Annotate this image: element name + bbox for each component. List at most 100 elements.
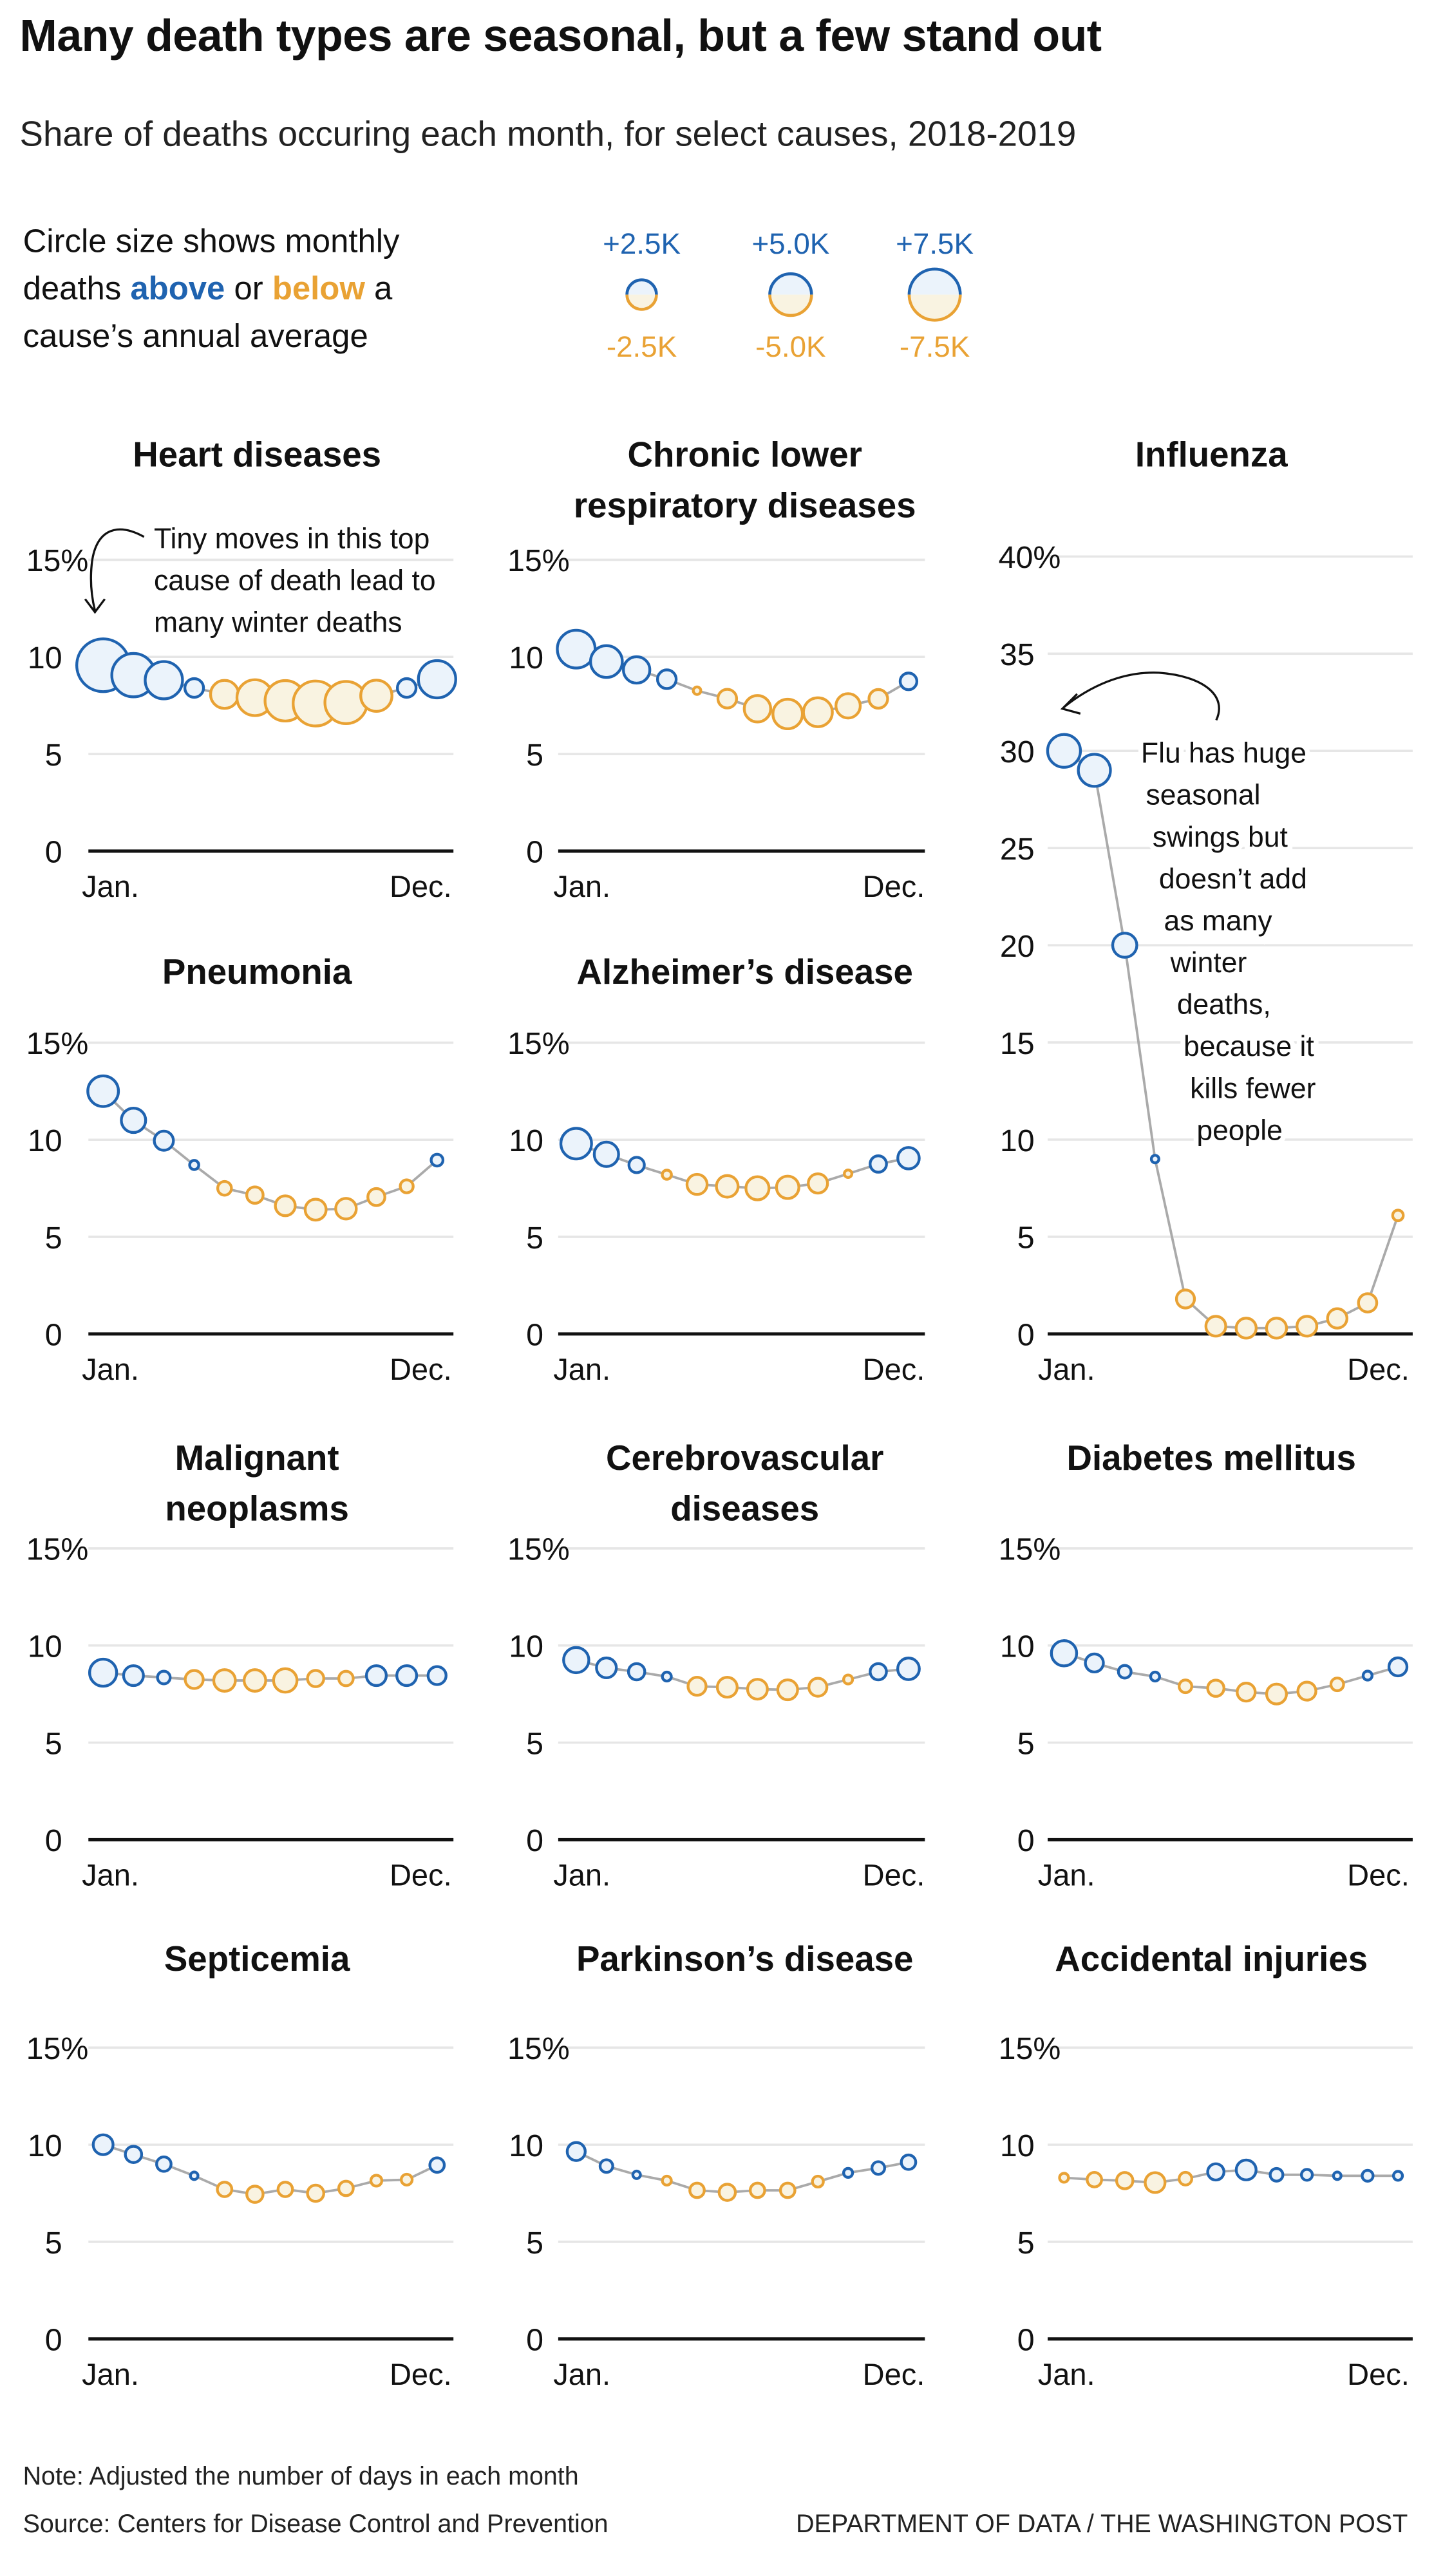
month-point-above — [1299, 2168, 1314, 2182]
month-point-above — [1149, 1670, 1161, 1683]
month-point-above — [122, 1664, 145, 1688]
month-point-below — [1265, 1682, 1288, 1706]
month-point-below — [746, 1678, 769, 1701]
y-tick-label: 0 — [1017, 2323, 1035, 2358]
month-point-below — [688, 2181, 706, 2199]
x-tick-label: Jan. — [553, 1352, 610, 1386]
y-tick-label: 5 — [526, 738, 543, 773]
legend-below-half — [769, 294, 812, 315]
annotation-text: doesn’t add — [1159, 863, 1307, 895]
legend-size-circle — [907, 267, 962, 322]
panel-title: Malignant — [175, 1438, 339, 1478]
panel-title: neoplasms — [165, 1489, 348, 1528]
y-tick-label: 10 — [1000, 2129, 1035, 2163]
y-tick-label: 40% — [999, 540, 1061, 575]
y-tick-label: 0 — [45, 835, 62, 870]
x-tick-label: Dec. — [1347, 1858, 1410, 1892]
y-tick-label: 10 — [1000, 1630, 1035, 1664]
month-point-below — [742, 694, 772, 724]
y-tick-label: 15% — [507, 1026, 570, 1061]
y-tick-label: 10 — [509, 1123, 543, 1158]
annotation-text: kills fewer — [1190, 1073, 1316, 1104]
month-point-above — [1269, 2167, 1285, 2183]
month-point-below — [1204, 1315, 1227, 1338]
month-point-above — [1206, 2162, 1225, 2182]
month-point-below — [245, 1185, 265, 1205]
month-point-above — [1117, 1664, 1133, 1680]
y-tick-label: 15% — [26, 1026, 89, 1061]
legend-above-label: +5.0K — [751, 227, 830, 261]
y-tick-label: 15% — [507, 2031, 570, 2066]
y-tick-label: 15 — [1000, 1026, 1035, 1061]
panel-influenza: Influenza 0 5 10 15 20 25 30 35 40% Jan. Dec. Flu ha… — [999, 435, 1413, 1386]
x-tick-label: Jan. — [553, 869, 610, 903]
legend-below-word: below — [272, 272, 365, 308]
annotation-text: deaths, — [1177, 989, 1271, 1020]
month-point-below — [1178, 1678, 1194, 1695]
x-tick-label: Jan. — [1038, 2357, 1095, 2391]
y-tick-label: 15% — [999, 2031, 1061, 2066]
y-tick-label: 15% — [999, 1532, 1061, 1567]
month-point-below — [1234, 1317, 1258, 1340]
panel-title: Alzheimer’s disease — [576, 952, 912, 992]
annotation-text: Tiny moves in this top — [154, 523, 429, 555]
month-point-below — [334, 1197, 358, 1221]
month-point-below — [685, 1172, 709, 1196]
month-point-below — [1391, 1208, 1405, 1223]
month-point-below — [274, 1194, 297, 1217]
y-tick-label: 30 — [1000, 735, 1035, 769]
legend-above-outline — [625, 278, 658, 295]
month-point-below — [771, 697, 804, 731]
month-point-above — [1046, 733, 1082, 769]
month-point-below — [1175, 1288, 1196, 1310]
month-point-below — [776, 1678, 799, 1702]
month-point-below — [1058, 2172, 1070, 2184]
y-tick-label: 10 — [28, 1123, 62, 1158]
annotation-text: because it — [1184, 1031, 1314, 1062]
x-tick-label: Jan. — [82, 1858, 139, 1892]
y-tick-label: 5 — [1017, 1726, 1035, 1761]
legend-text: deaths — [23, 272, 131, 308]
month-point-above — [1361, 2168, 1375, 2183]
y-tick-label: 10 — [28, 2129, 62, 2163]
legend-above-half — [909, 268, 961, 295]
x-tick-label: Jan. — [1038, 1858, 1095, 1892]
y-tick-label: 10 — [509, 1630, 543, 1664]
month-point-above — [429, 1152, 445, 1168]
y-tick-label: 10 — [28, 1630, 62, 1664]
y-tick-label: 10 — [28, 641, 62, 675]
month-point-below — [306, 1669, 325, 1688]
panel-diabetes-mellitus: Diabetes mellitus 0 5 10 15% Jan. Dec. — [999, 1438, 1413, 1892]
month-point-below — [323, 680, 369, 726]
month-point-above — [562, 1646, 590, 1675]
month-point-below — [775, 1174, 800, 1200]
arrowhead-icon — [1060, 693, 1081, 715]
y-tick-label: 0 — [45, 1318, 62, 1353]
annotation-text: as many — [1164, 905, 1273, 937]
y-tick-label: 5 — [1017, 1221, 1035, 1255]
x-tick-label: Dec. — [390, 1858, 452, 1892]
month-point-below — [276, 2181, 294, 2198]
month-point-above — [1332, 2170, 1343, 2181]
month-point-below — [717, 2183, 737, 2202]
panel-accidental-injuries: Accidental injuries 0 5 10 15% Jan. Dec. — [999, 1939, 1413, 2391]
month-point-below — [1296, 1680, 1317, 1702]
month-point-above — [1077, 753, 1112, 788]
legend-size-circle — [625, 278, 658, 311]
x-tick-label: Jan. — [553, 1858, 610, 1892]
legend-below-outline — [768, 294, 813, 317]
y-tick-label: 0 — [526, 2323, 543, 2358]
panel-heart-diseases: Heart diseases 0 5 10 15% Jan. Dec. Tiny moves … — [26, 435, 457, 903]
month-point-above — [598, 2158, 614, 2174]
month-point-above — [622, 655, 652, 685]
panel-alzheimer-s-disease: Alzheimer’s disease 0 5 10 15% Jan. Dec. — [507, 952, 925, 1386]
y-tick-label: 25 — [1000, 832, 1035, 867]
panel-malignant-neoplasms: Malignant neoplasms 0 5 10 15% Jan. Dec. — [26, 1438, 454, 1892]
month-point-above — [395, 677, 418, 699]
month-point-below — [184, 1669, 205, 1690]
x-tick-label: Dec. — [863, 869, 925, 903]
y-tick-label: 15% — [26, 543, 89, 578]
month-point-below — [216, 1180, 233, 1197]
y-tick-label: 5 — [526, 2226, 543, 2261]
